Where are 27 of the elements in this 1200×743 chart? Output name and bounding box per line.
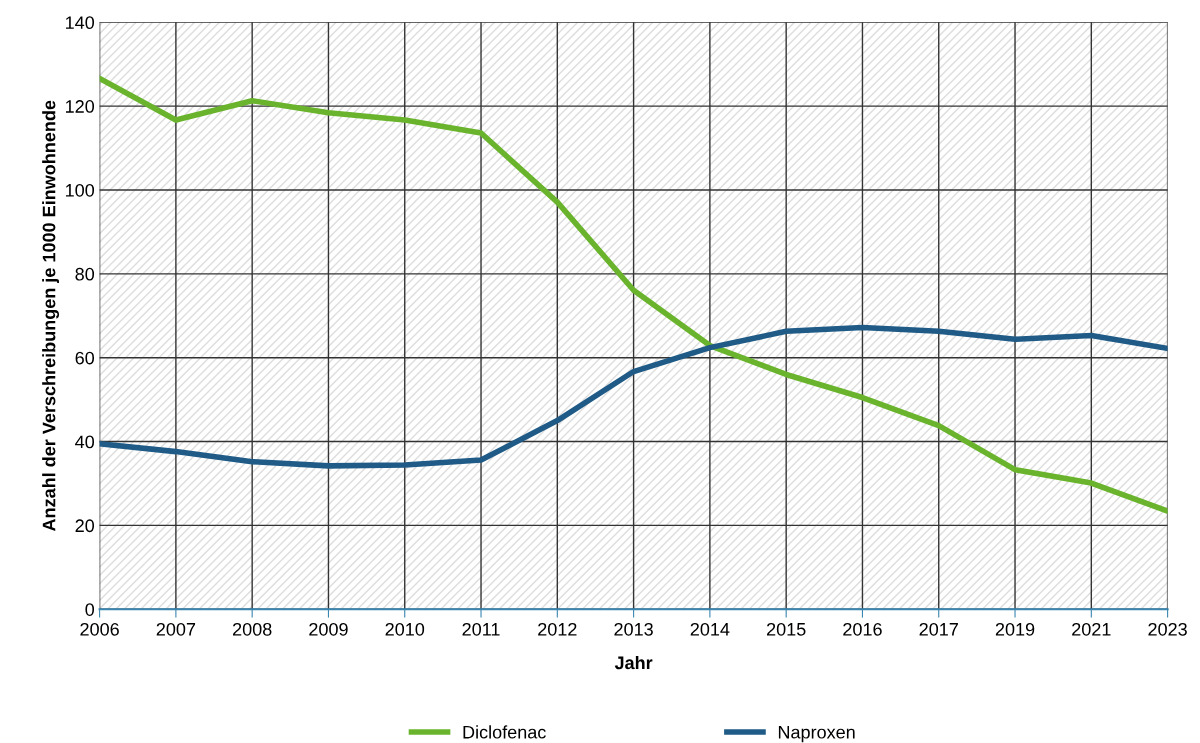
x-tick-label: 2012 [538,622,577,636]
legend-label: Diclofenac [463,725,546,739]
x-tick-label: 2017 [919,622,958,636]
x-tick-label: 2008 [233,622,272,636]
y-tick-label: 0 [85,603,95,616]
y-tick-label: 120 [65,100,95,113]
x-tick-label: 2016 [843,622,882,636]
x-tick-label: 2014 [690,622,730,636]
y-tick-label: 60 [75,351,95,365]
x-axis-title: Jahr [614,655,653,670]
x-tick-label: 2013 [614,622,653,636]
x-tick-label: 2021 [1072,622,1111,636]
x-tick-label: 2009 [309,622,348,636]
y-axis-title: Anzahl der Verschreibungen je 1000 Einwohnende [42,100,60,532]
legend-label: Naproxen [778,725,855,743]
y-tick-label: 140 [65,16,95,30]
x-tick-label: 2023 [1148,622,1187,636]
y-tick-label: 100 [65,183,95,197]
x-tick-label: 2010 [385,622,425,636]
x-tick-label: 2015 [767,622,806,636]
x-tick-label: 2007 [156,622,196,636]
y-tick-label: 20 [75,519,95,533]
x-tick-label: 2019 [995,622,1035,636]
x-tick-label: 2011 [462,622,500,636]
x-tick-label: 2006 [80,622,119,636]
y-tick-label: 80 [75,267,95,281]
y-tick-label: 40 [75,435,95,449]
